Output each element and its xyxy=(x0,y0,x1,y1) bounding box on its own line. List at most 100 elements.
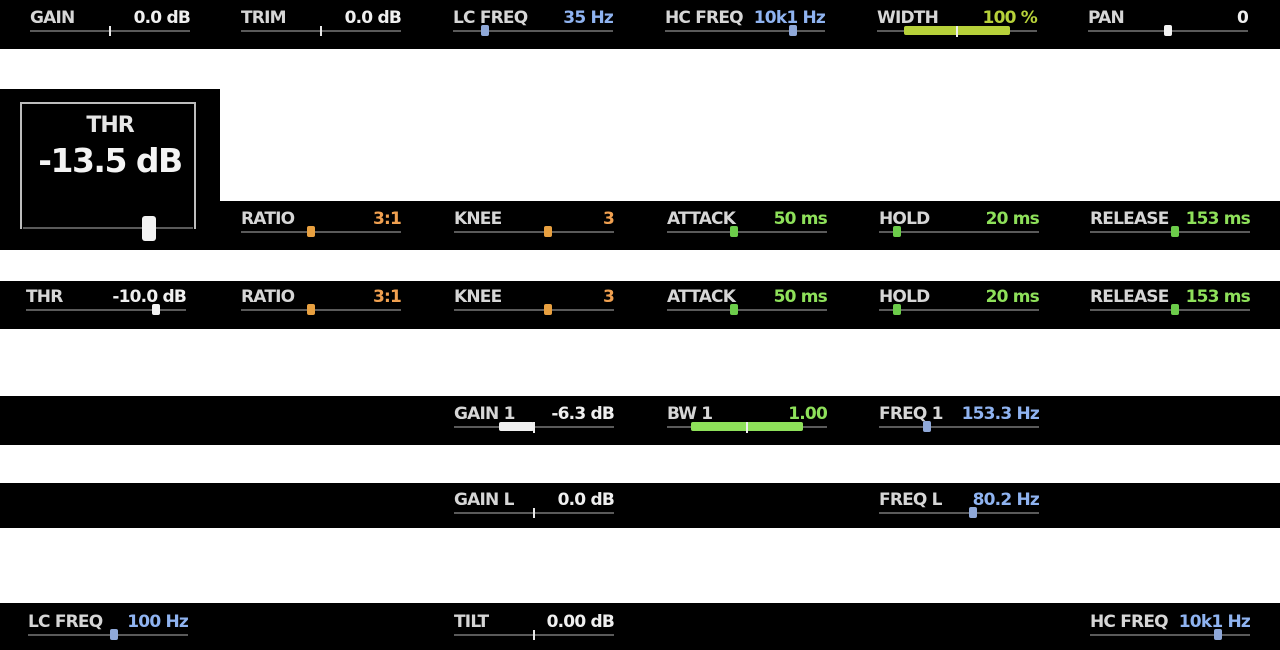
param-value: 3:1 xyxy=(372,287,402,307)
slider-track[interactable] xyxy=(879,426,1039,428)
param-value: 20 ms xyxy=(985,209,1040,229)
param-value: 50 ms xyxy=(773,209,828,229)
slider-handle[interactable] xyxy=(1170,304,1179,315)
param-width[interactable]: WIDTH 100 % xyxy=(877,8,1038,38)
param-hold[interactable]: HOLD 20 ms xyxy=(879,209,1040,239)
slider-handle[interactable] xyxy=(1164,25,1172,36)
param-label: GAIN L xyxy=(454,490,514,510)
threshold-label: THR xyxy=(86,113,134,138)
param-hold[interactable]: HOLD 20 ms xyxy=(879,287,1040,317)
param-value: 100 % xyxy=(982,8,1038,28)
slider-center-marker[interactable] xyxy=(533,422,535,433)
param-value: 153 ms xyxy=(1185,209,1251,229)
slider-track[interactable] xyxy=(241,309,401,311)
param-value: 153 ms xyxy=(1185,287,1251,307)
param-label: PAN xyxy=(1088,8,1125,28)
param-label: FREQ 1 xyxy=(879,404,944,424)
param-value: 0.00 dB xyxy=(546,612,615,632)
param-label: WIDTH xyxy=(877,8,939,28)
param-label: THR xyxy=(26,287,63,307)
param-label: RELEASE xyxy=(1090,209,1169,229)
slider-handle[interactable] xyxy=(1170,226,1179,237)
param-label: LC FREQ xyxy=(28,612,103,632)
slider-handle[interactable] xyxy=(969,507,978,518)
slider-handle[interactable] xyxy=(533,630,535,640)
param-attack[interactable]: ATTACK 50 ms xyxy=(667,287,828,317)
slider-track[interactable] xyxy=(667,231,827,233)
param-value: 3:1 xyxy=(372,209,402,229)
slider-handle[interactable] xyxy=(320,26,322,36)
slider-track[interactable] xyxy=(879,231,1039,233)
param-label: RATIO xyxy=(241,209,295,229)
param-knee[interactable]: KNEE 3 xyxy=(454,209,615,239)
param-attack[interactable]: ATTACK 50 ms xyxy=(667,209,828,239)
slider-track[interactable] xyxy=(1090,309,1250,311)
param-knee[interactable]: KNEE 3 xyxy=(454,287,615,317)
slider-track[interactable] xyxy=(879,512,1039,514)
slider-handle[interactable] xyxy=(730,304,739,315)
slider-track[interactable] xyxy=(667,309,827,311)
param-value: 20 ms xyxy=(985,287,1040,307)
param-lc-freq[interactable]: LC FREQ 35 Hz xyxy=(453,8,614,38)
slider-handle[interactable] xyxy=(892,304,901,315)
param-gain[interactable]: GAIN 0.0 dB xyxy=(30,8,191,38)
slider-track[interactable] xyxy=(454,231,614,233)
slider-track[interactable] xyxy=(26,309,186,311)
slider-handle[interactable] xyxy=(892,226,901,237)
slider-center-marker[interactable] xyxy=(956,26,958,37)
param-threshold[interactable]: THR -10.0 dB xyxy=(26,287,187,317)
param-label: BW 1 xyxy=(667,404,713,424)
slider-handle[interactable] xyxy=(109,26,111,36)
slider-handle[interactable] xyxy=(151,304,160,315)
param-release[interactable]: RELEASE 153 ms xyxy=(1090,209,1251,239)
slider-fill xyxy=(498,422,534,431)
param-ratio[interactable]: RATIO 3:1 xyxy=(241,209,402,239)
slider-handle[interactable] xyxy=(1214,629,1222,640)
param-lc-freq[interactable]: LC FREQ 100 Hz xyxy=(28,612,189,642)
slider-track[interactable] xyxy=(241,231,401,233)
slider-track[interactable] xyxy=(1090,634,1250,636)
param-gain-1[interactable]: GAIN 1 -6.3 dB xyxy=(454,404,615,434)
param-bw-1[interactable]: BW 1 1.00 xyxy=(667,404,828,434)
row-compressor-strip xyxy=(220,201,1280,250)
param-label: KNEE xyxy=(454,209,502,229)
slider-handle[interactable] xyxy=(544,304,553,315)
param-release[interactable]: RELEASE 153 ms xyxy=(1090,287,1251,317)
param-trim[interactable]: TRIM 0.0 dB xyxy=(241,8,402,38)
threshold-display[interactable]: THR -13.5 dB xyxy=(0,89,220,250)
param-pan[interactable]: PAN 0 xyxy=(1088,8,1249,38)
slider-handle[interactable] xyxy=(923,421,931,432)
slider-handle[interactable] xyxy=(730,226,739,237)
param-tilt[interactable]: TILT 0.00 dB xyxy=(454,612,615,642)
slider-track[interactable] xyxy=(453,30,613,32)
param-label: GAIN xyxy=(30,8,75,28)
param-freq-l[interactable]: FREQ L 80.2 Hz xyxy=(879,490,1040,520)
row-tilt-strip xyxy=(0,603,1280,650)
slider-track[interactable] xyxy=(879,309,1039,311)
param-label: HC FREQ xyxy=(665,8,744,28)
threshold-slider-handle[interactable] xyxy=(142,216,156,241)
param-value: 0 xyxy=(1236,8,1249,28)
slider-handle[interactable] xyxy=(307,226,316,237)
param-hc-freq[interactable]: HC FREQ 10k1 Hz xyxy=(1090,612,1251,642)
slider-track[interactable] xyxy=(1090,231,1250,233)
param-value: 35 Hz xyxy=(563,8,613,28)
param-ratio[interactable]: RATIO 3:1 xyxy=(241,287,402,317)
slider-track[interactable] xyxy=(454,309,614,311)
param-gain-l[interactable]: GAIN L 0.0 dB xyxy=(454,490,615,520)
slider-handle[interactable] xyxy=(110,629,119,640)
param-value: 10k1 Hz xyxy=(1178,612,1251,632)
slider-handle[interactable] xyxy=(544,226,553,237)
param-value: 100 Hz xyxy=(127,612,189,632)
slider-track[interactable] xyxy=(665,30,825,32)
slider-handle[interactable] xyxy=(533,508,535,518)
slider-center-marker[interactable] xyxy=(746,422,748,433)
slider-track[interactable] xyxy=(28,634,188,636)
threshold-slider-track[interactable] xyxy=(23,227,193,229)
param-freq-1[interactable]: FREQ 1 153.3 Hz xyxy=(879,404,1040,434)
slider-handle[interactable] xyxy=(481,25,489,36)
param-hc-freq[interactable]: HC FREQ 10k1 Hz xyxy=(665,8,826,38)
param-value: 1.00 xyxy=(788,404,828,424)
slider-handle[interactable] xyxy=(789,25,797,36)
slider-handle[interactable] xyxy=(307,304,316,315)
